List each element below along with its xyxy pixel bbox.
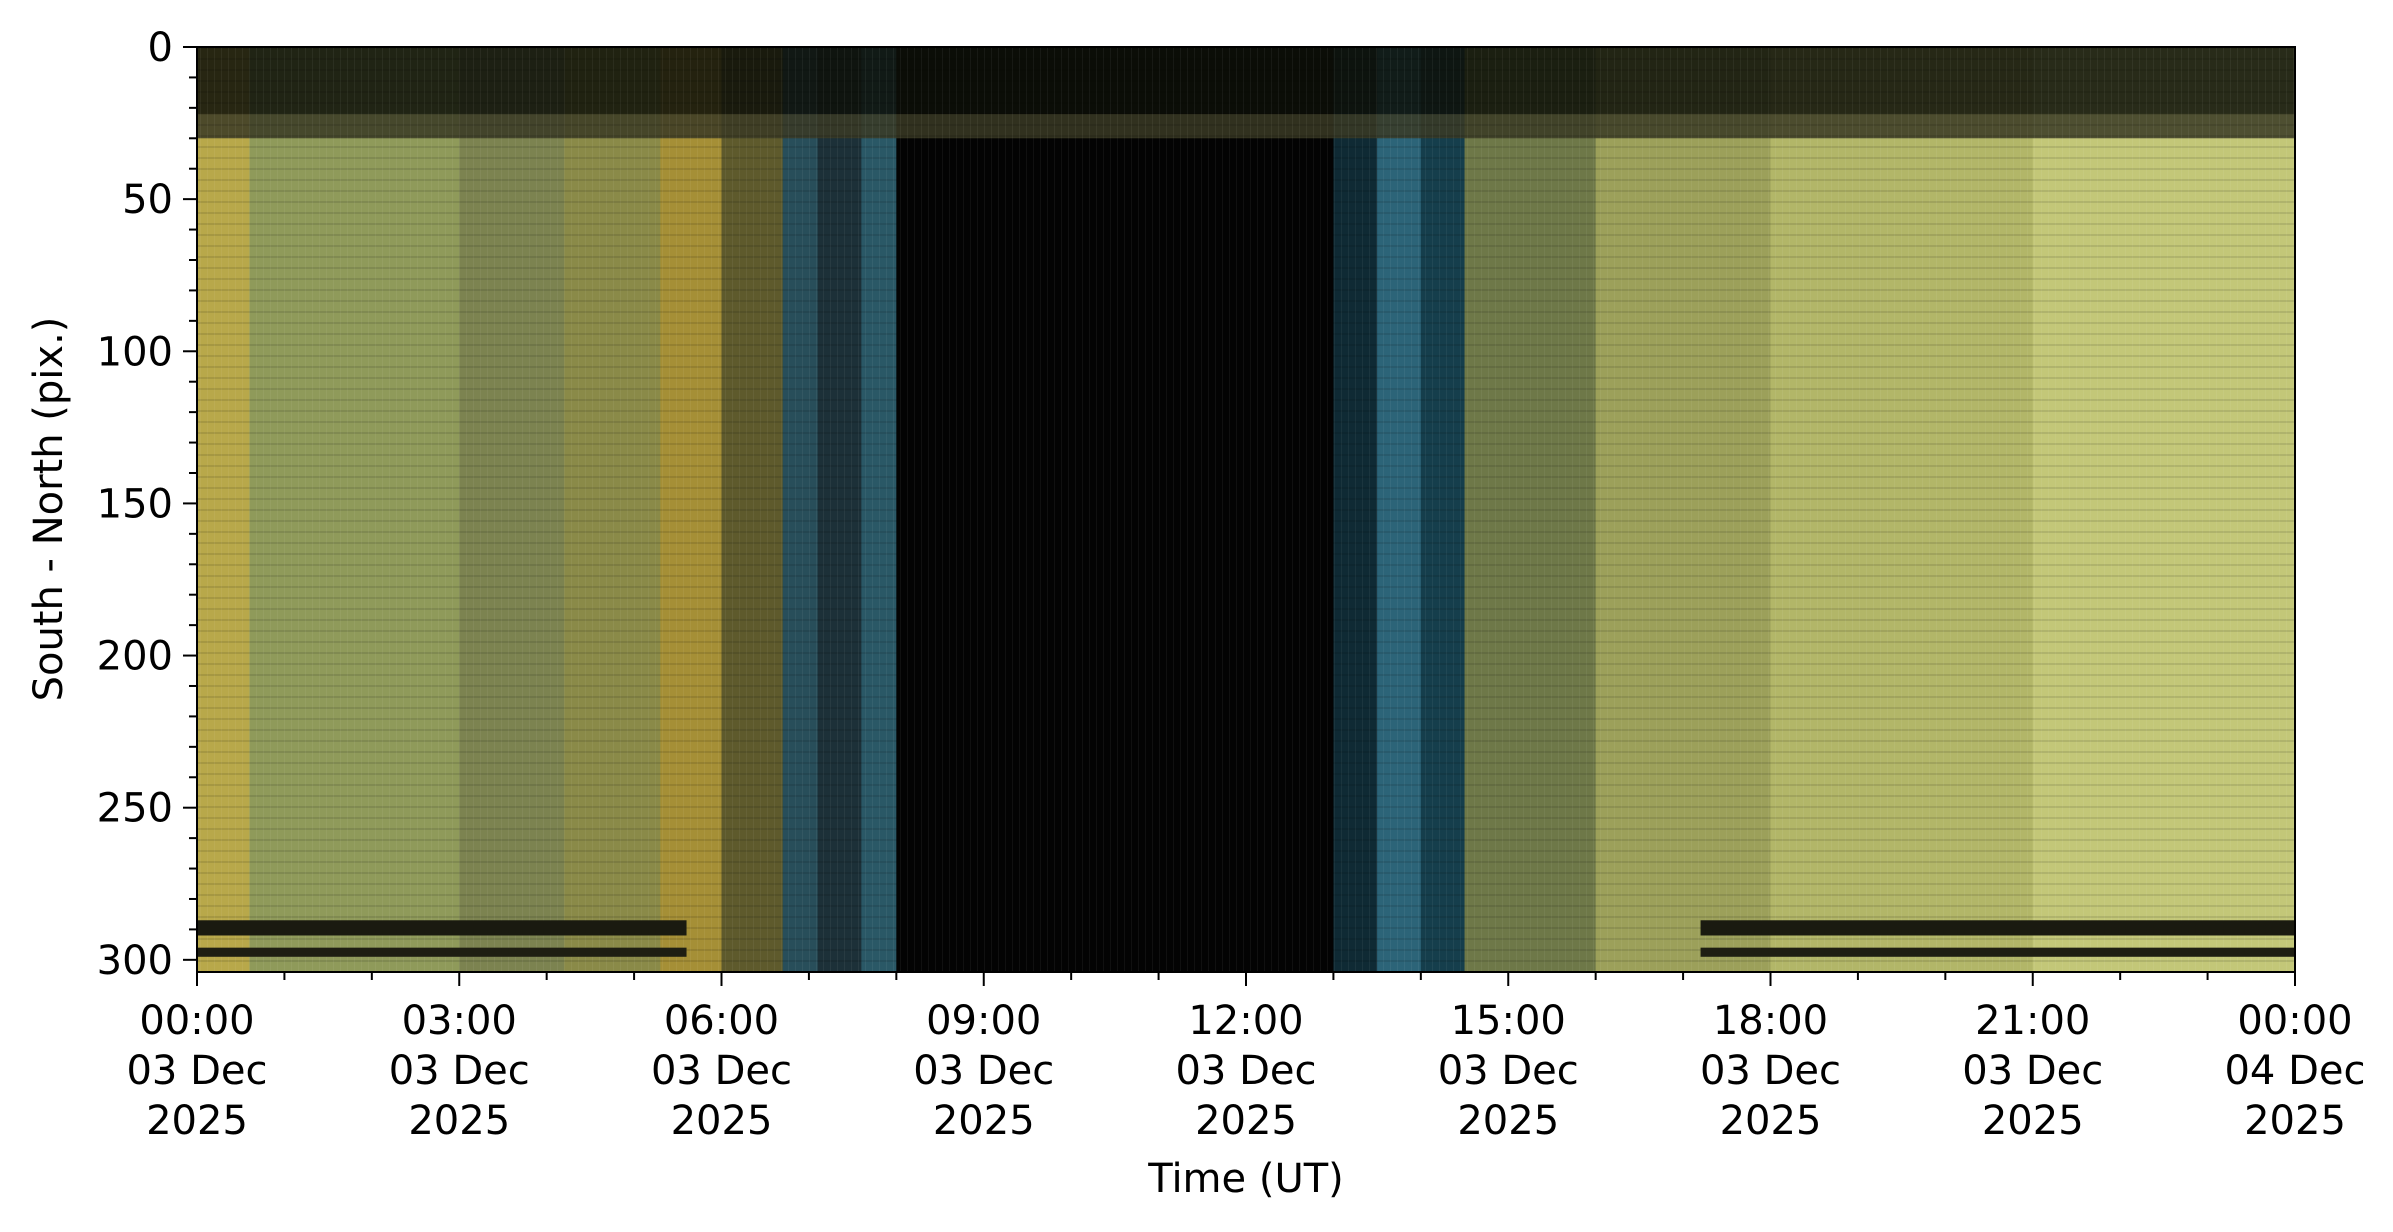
y-axis-title: South - North (pix.)	[26, 317, 72, 702]
x-tick-label: 03 Dec	[1700, 1048, 1841, 1094]
y-tick-label: 300	[97, 938, 173, 984]
y-tick-label: 200	[97, 634, 173, 680]
x-tick-label: 03:00	[402, 998, 517, 1044]
bottom-stripe-0	[197, 920, 687, 936]
y-tick-label: 100	[97, 329, 173, 375]
x-tick-label: 03 Dec	[1175, 1048, 1316, 1094]
x-tick-label: 04 Dec	[2224, 1048, 2365, 1094]
bottom-stripe-3	[1700, 947, 2295, 957]
x-tick-label: 18:00	[1713, 998, 1828, 1044]
x-tick-label: 00:00	[2237, 998, 2352, 1044]
x-tick-label: 2025	[933, 1098, 1035, 1144]
x-tick-label: 2025	[671, 1098, 773, 1144]
y-axis: 0 50 100 150 200 250 300	[97, 25, 197, 984]
plot-area	[197, 47, 2295, 972]
x-tick-label: 2025	[1720, 1098, 1822, 1144]
x-tick-label: 2025	[408, 1098, 510, 1144]
bottom-stripe-2	[1700, 920, 2295, 936]
x-tick-label: 09:00	[926, 998, 1041, 1044]
x-tick-label: 12:00	[1188, 998, 1303, 1044]
x-tick-label: 03 Dec	[389, 1048, 530, 1094]
x-tick-label: 2025	[146, 1098, 248, 1144]
y-tick-label: 250	[97, 786, 173, 832]
x-tick-label: 03 Dec	[126, 1048, 267, 1094]
y-tick-label: 0	[148, 25, 173, 71]
x-tick-label: 15:00	[1451, 998, 1566, 1044]
y-tick-label: 50	[122, 177, 173, 223]
texture-overlay	[197, 47, 2295, 972]
x-tick-label: 2025	[1195, 1098, 1297, 1144]
x-tick-label: 21:00	[1975, 998, 2090, 1044]
y-tick-label: 150	[97, 481, 173, 527]
x-tick-label: 2025	[1457, 1098, 1559, 1144]
x-tick-label: 00:00	[139, 998, 254, 1044]
x-tick-label: 2025	[1982, 1098, 2084, 1144]
x-tick-label: 03 Dec	[1438, 1048, 1579, 1094]
bottom-stripe-1	[197, 947, 687, 957]
x-tick-label: 03 Dec	[1962, 1048, 2103, 1094]
x-tick-label: 06:00	[664, 998, 779, 1044]
x-tick-label: 2025	[2244, 1098, 2346, 1144]
x-tick-label: 03 Dec	[651, 1048, 792, 1094]
x-tick-label: 03 Dec	[913, 1048, 1054, 1094]
x-axis-title: Time (UT)	[1147, 1156, 1344, 1202]
